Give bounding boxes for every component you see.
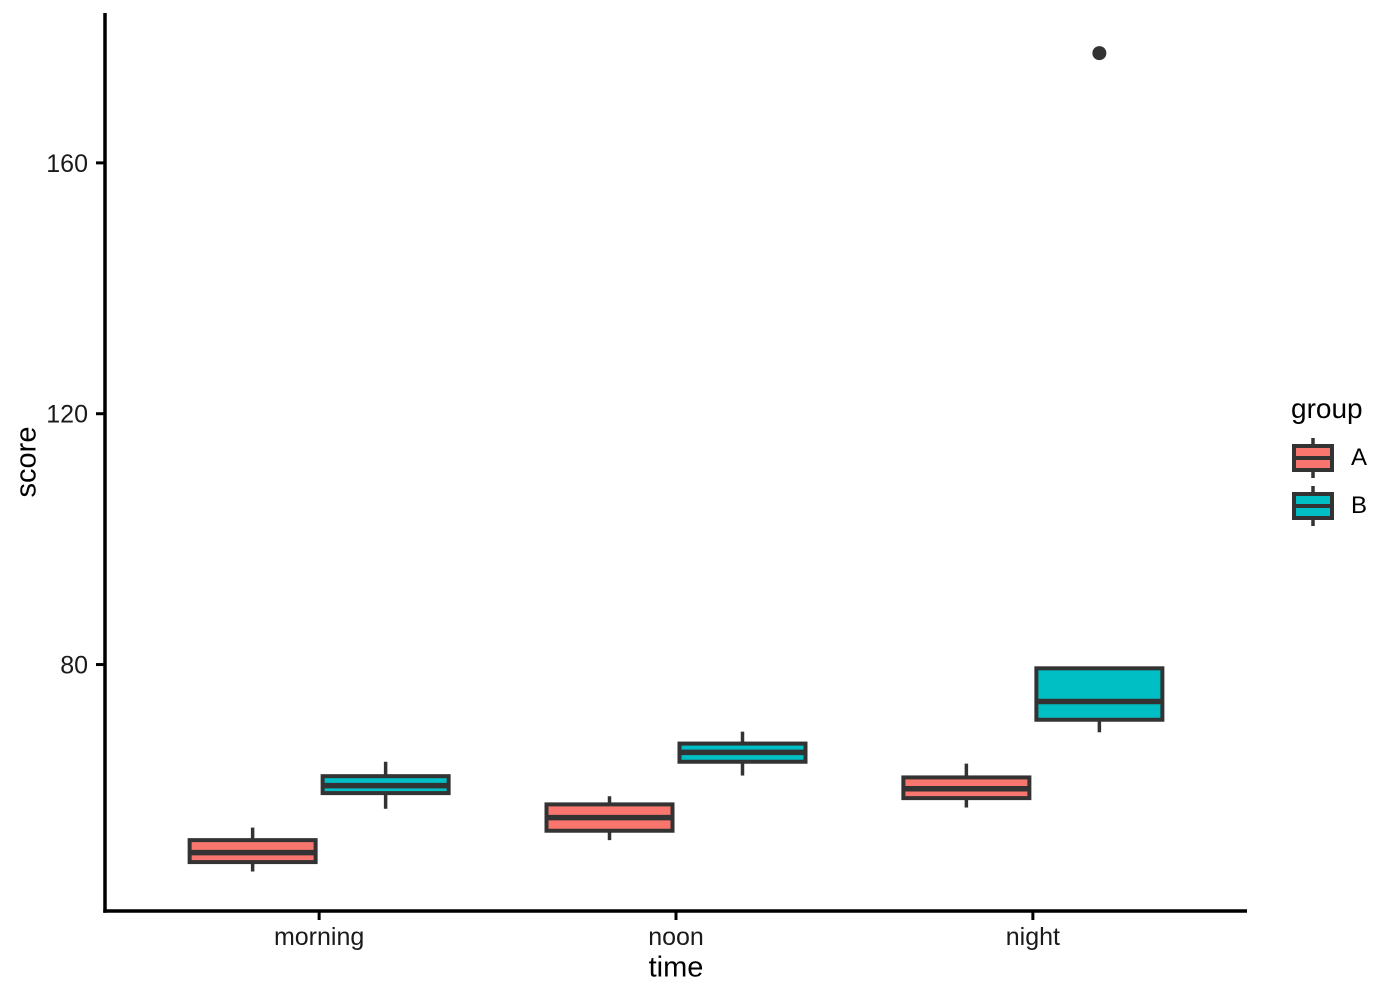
legend-entry-A: A xyxy=(1291,436,1367,480)
legend-title: group xyxy=(1291,393,1363,424)
y-tick-label: 160 xyxy=(46,150,88,178)
x-tick-label: morning xyxy=(274,923,364,951)
x-tick-label: night xyxy=(1006,923,1060,951)
box-night-B xyxy=(1034,666,1165,722)
x-tick-label: noon xyxy=(648,923,704,951)
legend-entry-label: B xyxy=(1351,491,1368,519)
legend-entry-B: B xyxy=(1291,484,1367,528)
legend-entry-label: A xyxy=(1351,443,1368,471)
y-tick-label: 120 xyxy=(46,401,88,429)
y-tick-label: 80 xyxy=(60,652,88,680)
legend-key-A xyxy=(1292,437,1334,478)
x-axis-title: time xyxy=(648,951,704,984)
box-night-B-outlier xyxy=(1092,46,1107,61)
legend-key-B xyxy=(1292,485,1334,526)
y-axis-title: score xyxy=(10,426,43,498)
